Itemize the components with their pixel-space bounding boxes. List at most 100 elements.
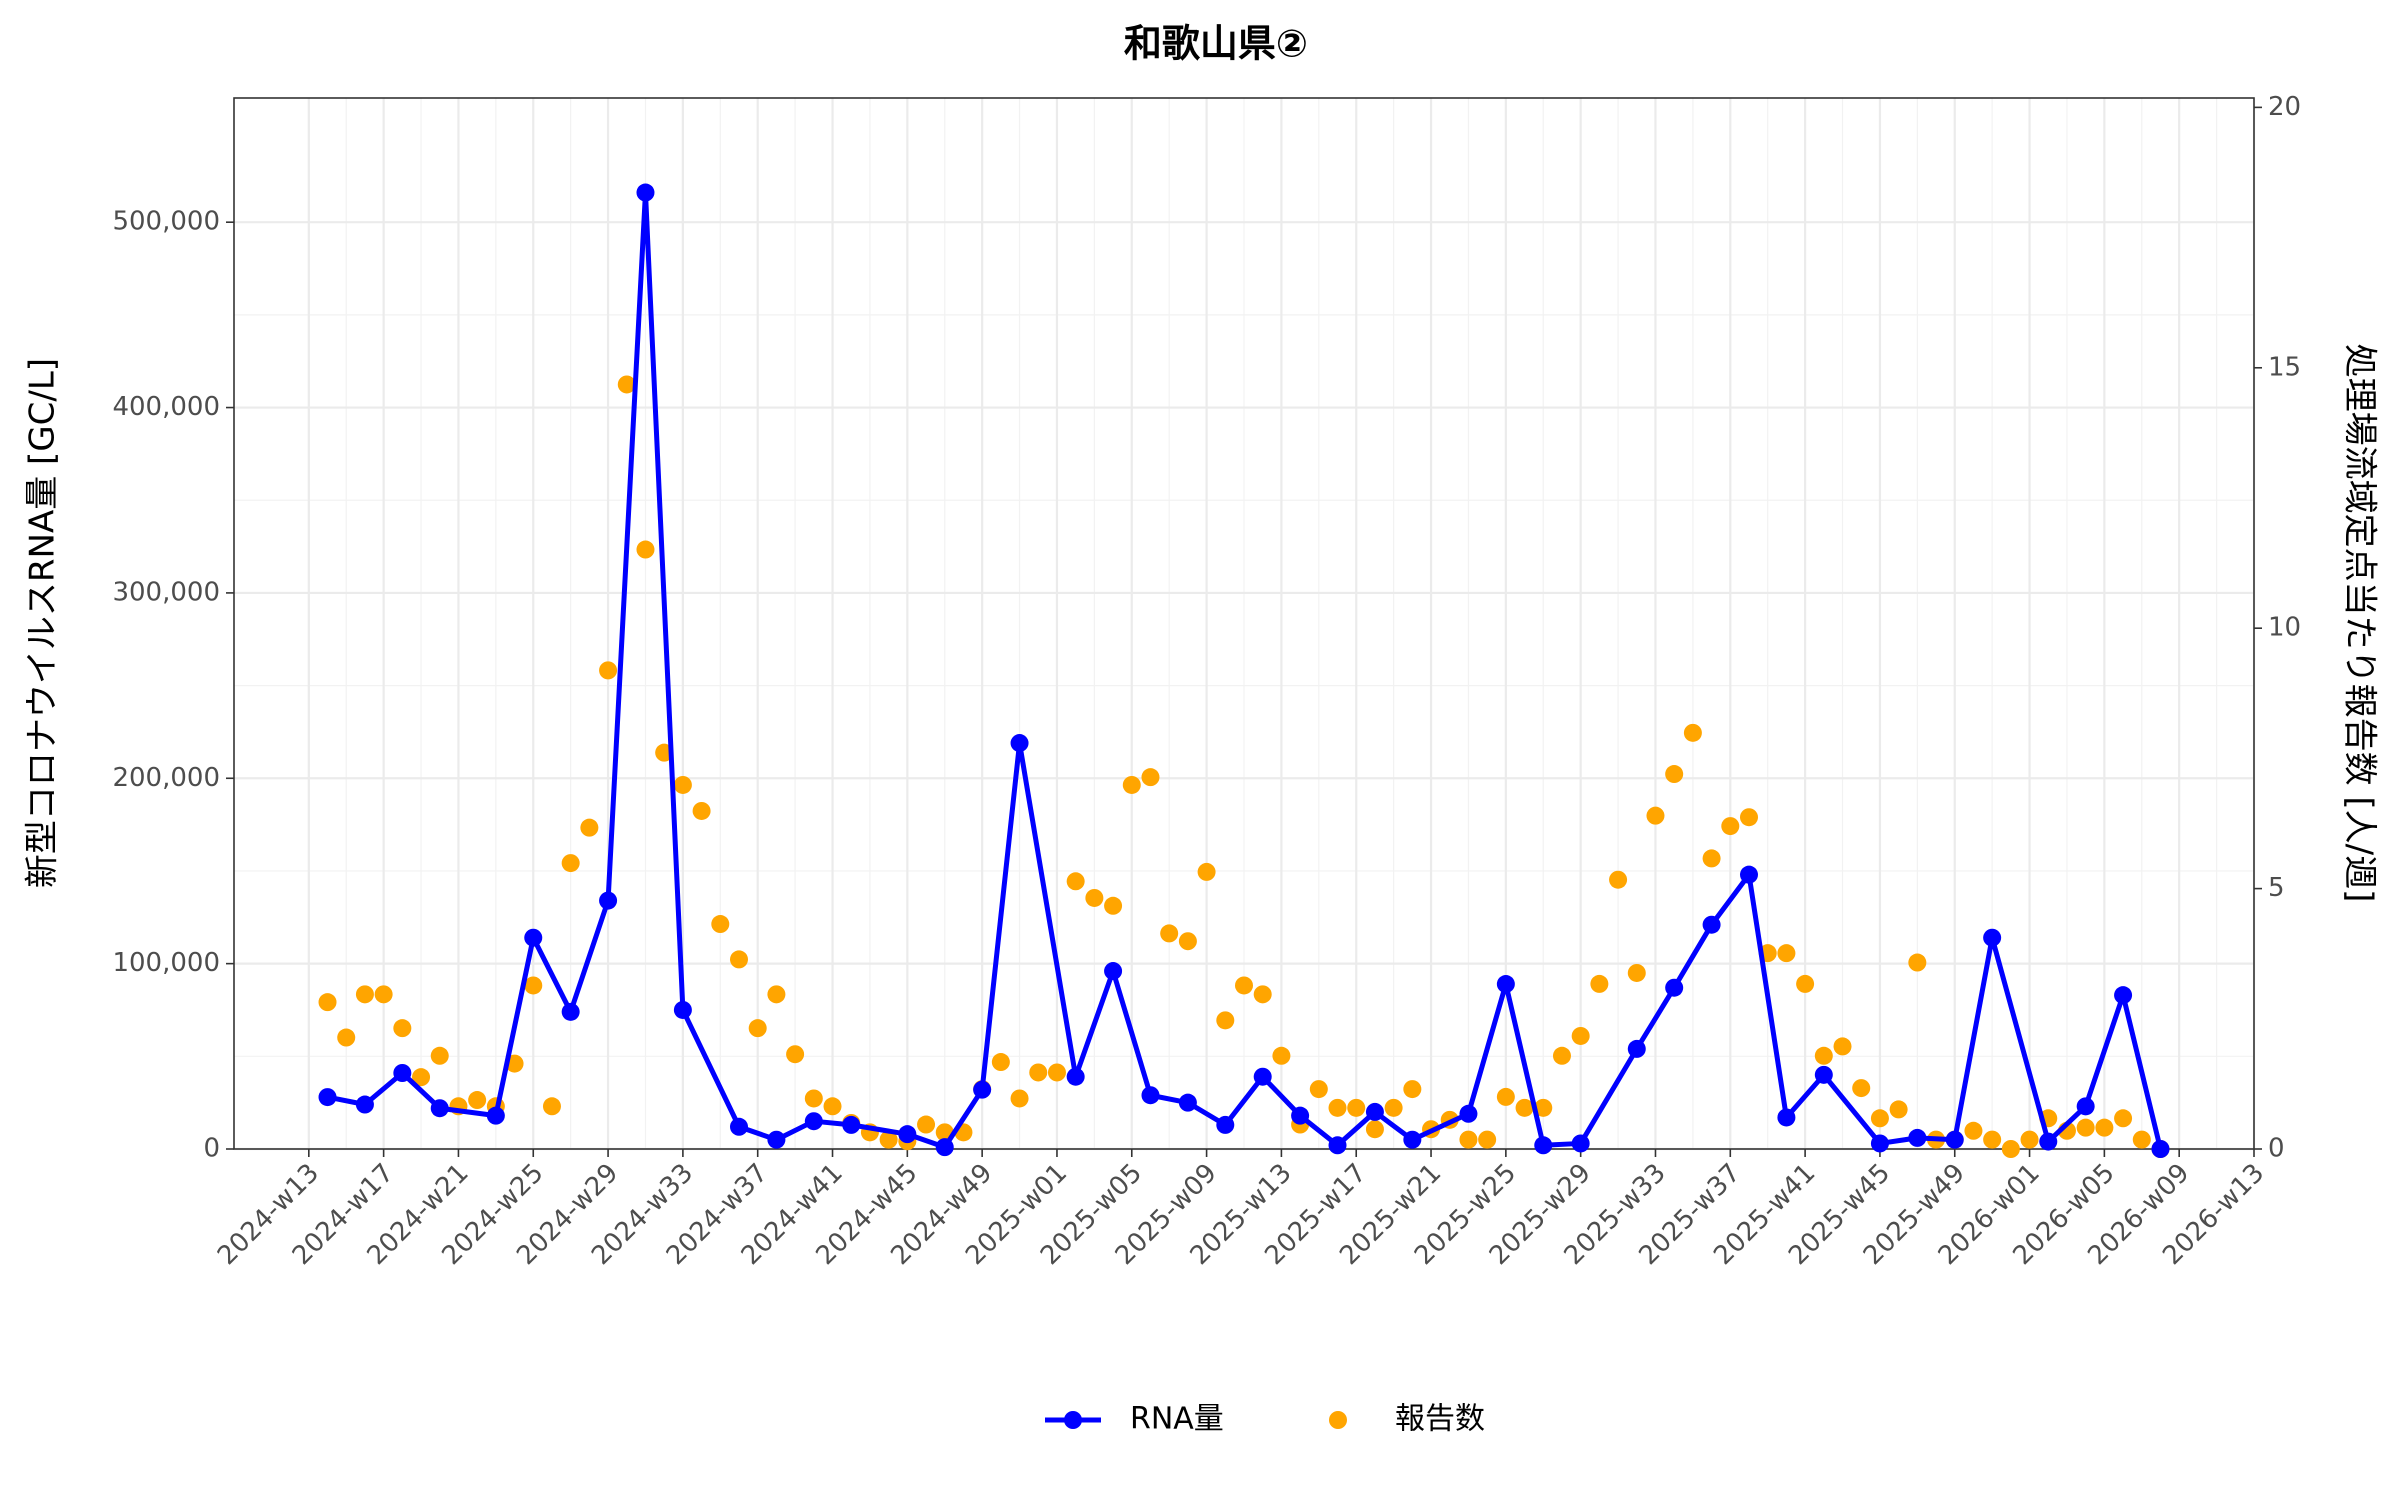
point bbox=[1740, 865, 1758, 884]
point bbox=[1814, 1046, 1833, 1065]
point bbox=[1534, 1098, 1553, 1117]
point bbox=[1010, 1089, 1029, 1108]
point bbox=[580, 818, 599, 837]
point bbox=[1889, 1100, 1908, 1119]
point bbox=[1702, 849, 1721, 868]
point bbox=[337, 1028, 356, 1047]
point bbox=[1160, 924, 1179, 943]
point bbox=[1945, 1130, 1964, 1149]
point bbox=[524, 976, 543, 995]
point bbox=[2132, 1130, 2151, 1149]
point bbox=[1459, 1104, 1478, 1123]
point bbox=[1552, 1046, 1571, 1065]
point bbox=[1683, 723, 1702, 742]
point bbox=[1964, 1121, 1983, 1140]
point bbox=[1571, 1026, 1590, 1045]
point bbox=[1459, 1130, 1478, 1149]
point bbox=[2001, 1140, 2020, 1158]
point bbox=[486, 1106, 505, 1125]
line bbox=[327, 190, 2163, 1150]
point bbox=[1983, 1130, 2002, 1149]
point bbox=[430, 1046, 449, 1065]
point bbox=[2076, 1097, 2095, 1116]
point bbox=[898, 1125, 917, 1144]
point bbox=[692, 801, 711, 820]
point bbox=[561, 854, 580, 873]
point bbox=[1590, 974, 1609, 993]
point bbox=[599, 661, 618, 680]
point bbox=[1627, 963, 1646, 982]
point bbox=[1870, 1109, 1889, 1128]
point bbox=[1104, 896, 1123, 915]
point bbox=[374, 985, 393, 1004]
point bbox=[1178, 1093, 1197, 1112]
y-tick-label: 200,000 bbox=[112, 763, 220, 793]
point bbox=[1328, 1098, 1347, 1117]
point bbox=[1141, 1086, 1160, 1105]
point bbox=[1309, 1080, 1328, 1099]
legend-label: RNA量 bbox=[1130, 1402, 1224, 1437]
point bbox=[748, 1019, 767, 1038]
point bbox=[1216, 1115, 1235, 1134]
point bbox=[1066, 1067, 1085, 1086]
point bbox=[935, 1138, 954, 1157]
point bbox=[917, 1115, 936, 1134]
point bbox=[636, 183, 655, 202]
point bbox=[730, 950, 748, 969]
point bbox=[1047, 1063, 1066, 1082]
chart-title: 和歌山県② bbox=[1124, 22, 1308, 66]
point bbox=[617, 375, 636, 394]
y2-tick-label: 20 bbox=[2268, 92, 2301, 122]
point bbox=[1908, 1128, 1927, 1147]
point bbox=[636, 540, 655, 559]
point bbox=[1515, 1098, 1534, 1117]
y-axis-title: 新型コロナウイルスRNA量 [GC/L] bbox=[23, 358, 63, 888]
point bbox=[599, 891, 618, 910]
point bbox=[1852, 1079, 1871, 1098]
point bbox=[1365, 1120, 1384, 1139]
point bbox=[786, 1045, 805, 1064]
point bbox=[767, 1130, 786, 1149]
point bbox=[1496, 1087, 1515, 1106]
point bbox=[1272, 1046, 1291, 1065]
point bbox=[1403, 1130, 1422, 1149]
point bbox=[393, 1064, 412, 1083]
point bbox=[430, 1099, 449, 1118]
point bbox=[524, 928, 543, 947]
point bbox=[730, 1117, 748, 1136]
point bbox=[1010, 734, 1029, 753]
point bbox=[1235, 976, 1253, 995]
point bbox=[1571, 1134, 1590, 1153]
point bbox=[1665, 978, 1684, 997]
point bbox=[1365, 1102, 1384, 1121]
y2-tick-label: 10 bbox=[2268, 613, 2301, 643]
point bbox=[2039, 1132, 2058, 1151]
point bbox=[1721, 817, 1740, 836]
point bbox=[318, 993, 337, 1012]
point bbox=[412, 1068, 431, 1087]
legend-marker bbox=[1064, 1411, 1082, 1429]
point bbox=[1029, 1063, 1048, 1082]
point bbox=[393, 1019, 412, 1038]
point bbox=[318, 1088, 337, 1107]
point bbox=[973, 1080, 992, 1099]
point bbox=[2114, 1109, 2133, 1128]
point bbox=[1665, 765, 1684, 784]
point bbox=[1216, 1011, 1235, 1030]
y2-tick-label: 0 bbox=[2268, 1134, 2285, 1164]
point bbox=[1122, 775, 1141, 794]
point bbox=[1983, 928, 2002, 947]
point bbox=[1253, 985, 1272, 1004]
y-tick-label: 100,000 bbox=[112, 948, 220, 978]
point bbox=[1833, 1037, 1852, 1056]
point bbox=[1178, 932, 1197, 951]
point bbox=[1646, 806, 1665, 825]
point bbox=[991, 1053, 1010, 1072]
y2-tick-label: 5 bbox=[2268, 873, 2285, 903]
point bbox=[1291, 1106, 1310, 1125]
point bbox=[1777, 944, 1796, 963]
point bbox=[1740, 808, 1758, 827]
point bbox=[1253, 1067, 1272, 1086]
point bbox=[1796, 974, 1815, 993]
point bbox=[1702, 915, 1721, 934]
